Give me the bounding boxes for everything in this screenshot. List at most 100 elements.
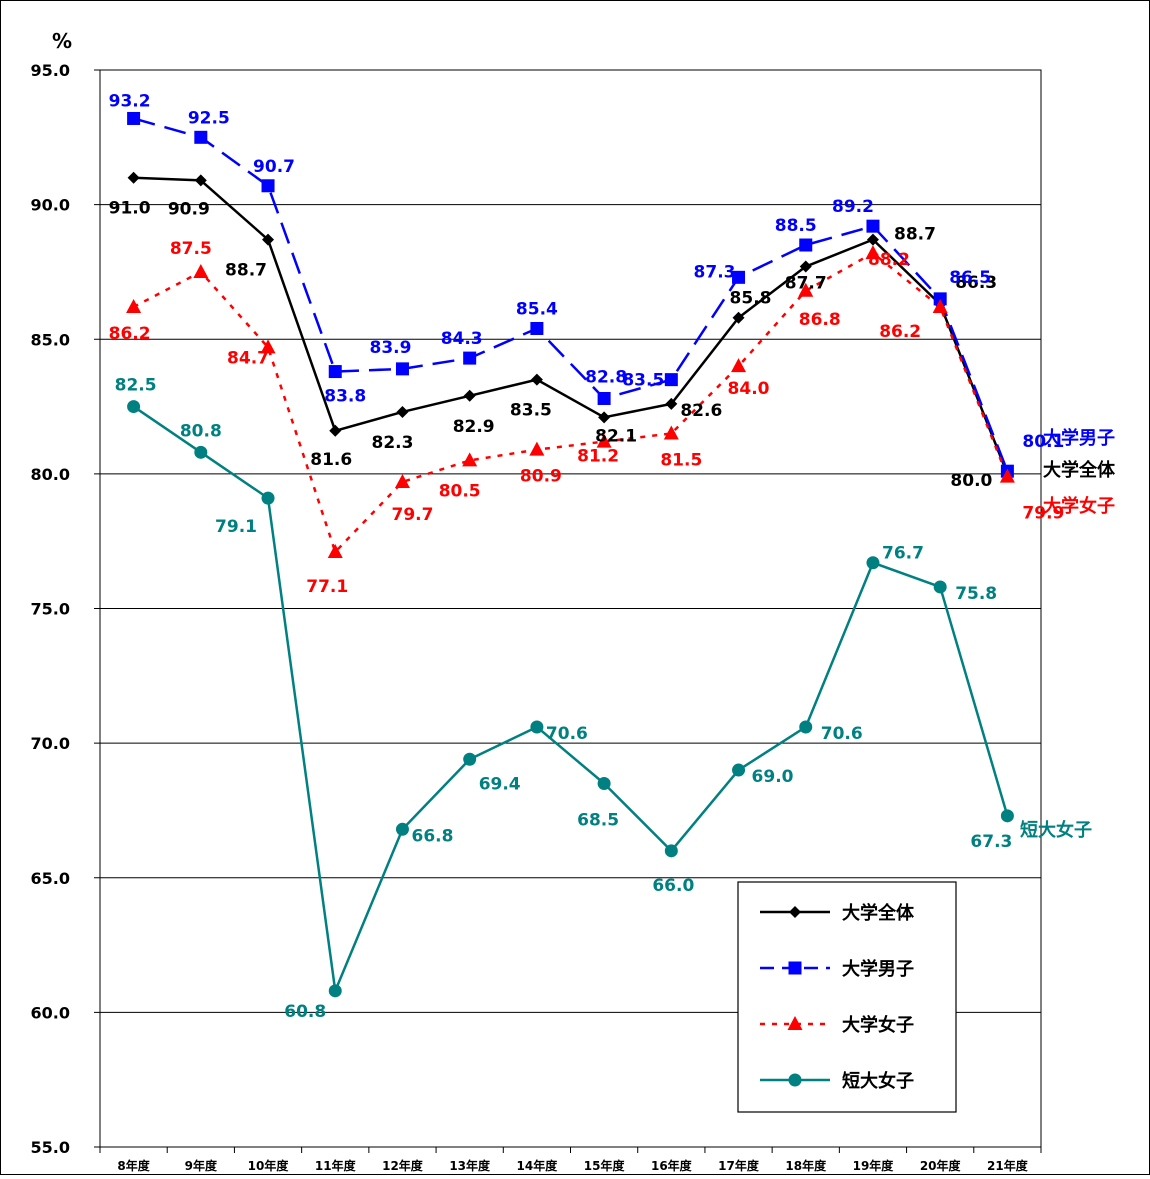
data-label: 84.0: [728, 379, 770, 399]
data-label: 85.8: [730, 289, 772, 309]
data-label: 79.9: [1022, 504, 1064, 524]
data-label: 75.8: [955, 584, 997, 604]
data-point: [866, 556, 880, 570]
data-point: [866, 219, 880, 233]
data-point: [394, 473, 410, 488]
data-label: 82.1: [595, 426, 637, 446]
series-line-3: [133, 251, 1009, 554]
x-tick-label: 21年度: [987, 1158, 1029, 1173]
x-tick-label: 18年度: [785, 1158, 827, 1173]
data-point: [395, 362, 409, 376]
x-tick-label: 16年度: [651, 1158, 693, 1173]
data-label: 66.8: [411, 826, 453, 846]
data-point: [597, 777, 611, 791]
data-point: [530, 373, 543, 386]
data-label: 86.3: [955, 273, 997, 293]
legend-marker: [787, 1016, 803, 1030]
x-tick-label: 14年度: [517, 1158, 559, 1173]
data-label: 91.0: [109, 199, 151, 219]
data-label: 84.3: [441, 329, 483, 349]
data-label: 80.8: [180, 421, 222, 441]
data-label: 70.6: [546, 724, 588, 744]
x-tick-label: 12年度: [382, 1158, 424, 1173]
data-label: 82.5: [115, 376, 157, 396]
data-point: [127, 171, 140, 184]
y-tick-label: 80.0: [31, 465, 70, 484]
data-point: [126, 298, 142, 313]
data-label: 83.9: [369, 338, 411, 358]
data-point: [463, 752, 477, 766]
data-label: 86.2: [879, 322, 921, 342]
data-label: 83.8: [324, 387, 366, 407]
y-tick-label: 65.0: [31, 869, 70, 888]
data-label: 90.7: [253, 157, 295, 177]
data-point: [194, 174, 207, 187]
series-line-4: [132, 405, 1009, 993]
data-point: [798, 282, 814, 297]
data-label: 93.2: [109, 91, 151, 111]
x-tick-label: 17年度: [718, 1158, 760, 1173]
data-label: 69.0: [752, 767, 794, 787]
data-label: 87.5: [170, 239, 212, 259]
data-label: 88.7: [225, 261, 267, 281]
y-tick-label: 70.0: [31, 734, 70, 753]
y-tick-label: 90.0: [31, 196, 70, 215]
data-label: 70.6: [821, 724, 863, 744]
data-point: [866, 233, 879, 246]
x-tick-label: 8年度: [117, 1158, 150, 1173]
series-end-label: 短大女子: [1020, 819, 1092, 841]
x-tick-label: 11年度: [315, 1158, 357, 1173]
data-point: [462, 452, 478, 467]
data-point: [663, 425, 679, 440]
x-tick-label: 15年度: [584, 1158, 626, 1173]
data-point: [463, 351, 477, 365]
data-point: [260, 339, 276, 354]
data-label: 88.5: [775, 216, 817, 236]
x-tick-label: 13年度: [449, 1158, 491, 1173]
data-point: [193, 263, 209, 278]
data-point: [530, 321, 544, 335]
data-point: [597, 391, 611, 405]
data-point: [529, 441, 545, 456]
data-point: [261, 179, 275, 193]
data-label: 79.7: [391, 505, 433, 525]
legend-item-label: 大学女子: [842, 1014, 914, 1036]
data-label: 87.3: [694, 262, 736, 282]
data-label: 82.6: [680, 401, 722, 421]
series-end-label: 大学男子: [1043, 427, 1115, 449]
data-label: 67.3: [970, 832, 1012, 852]
data-label: 77.1: [306, 577, 348, 597]
data-label: 89.2: [832, 197, 874, 217]
data-point: [262, 233, 275, 246]
data-label: 76.7: [882, 544, 924, 564]
data-label: 69.4: [479, 774, 521, 794]
data-point: [194, 130, 208, 144]
data-label: 86.2: [109, 324, 151, 344]
data-point: [598, 411, 611, 424]
data-point: [799, 238, 813, 252]
data-label: 88.2: [868, 250, 910, 270]
data-point: [596, 433, 612, 448]
legend-marker: [788, 961, 802, 975]
data-point: [395, 822, 409, 836]
data-point: [732, 763, 746, 777]
data-label: 60.8: [284, 1002, 326, 1022]
legend-item-label: 大学全体: [842, 902, 915, 924]
data-label: 82.8: [585, 367, 627, 387]
y-tick-label: 95.0: [31, 61, 70, 80]
x-tick-label: 9年度: [185, 1158, 218, 1173]
data-label: 80.0: [950, 471, 992, 491]
data-label: 88.7: [894, 225, 936, 245]
data-label: 92.5: [188, 108, 230, 128]
data-point: [329, 424, 342, 437]
data-point: [327, 543, 343, 558]
data-label: 86.8: [799, 310, 841, 330]
legend-item-label: 短大女子: [842, 1070, 914, 1092]
y-tick-label: 60.0: [31, 1003, 70, 1022]
data-point: [664, 844, 678, 858]
data-label: 68.5: [577, 811, 619, 831]
series-end-label: 大学女子: [1043, 495, 1115, 517]
data-point: [1000, 809, 1014, 823]
